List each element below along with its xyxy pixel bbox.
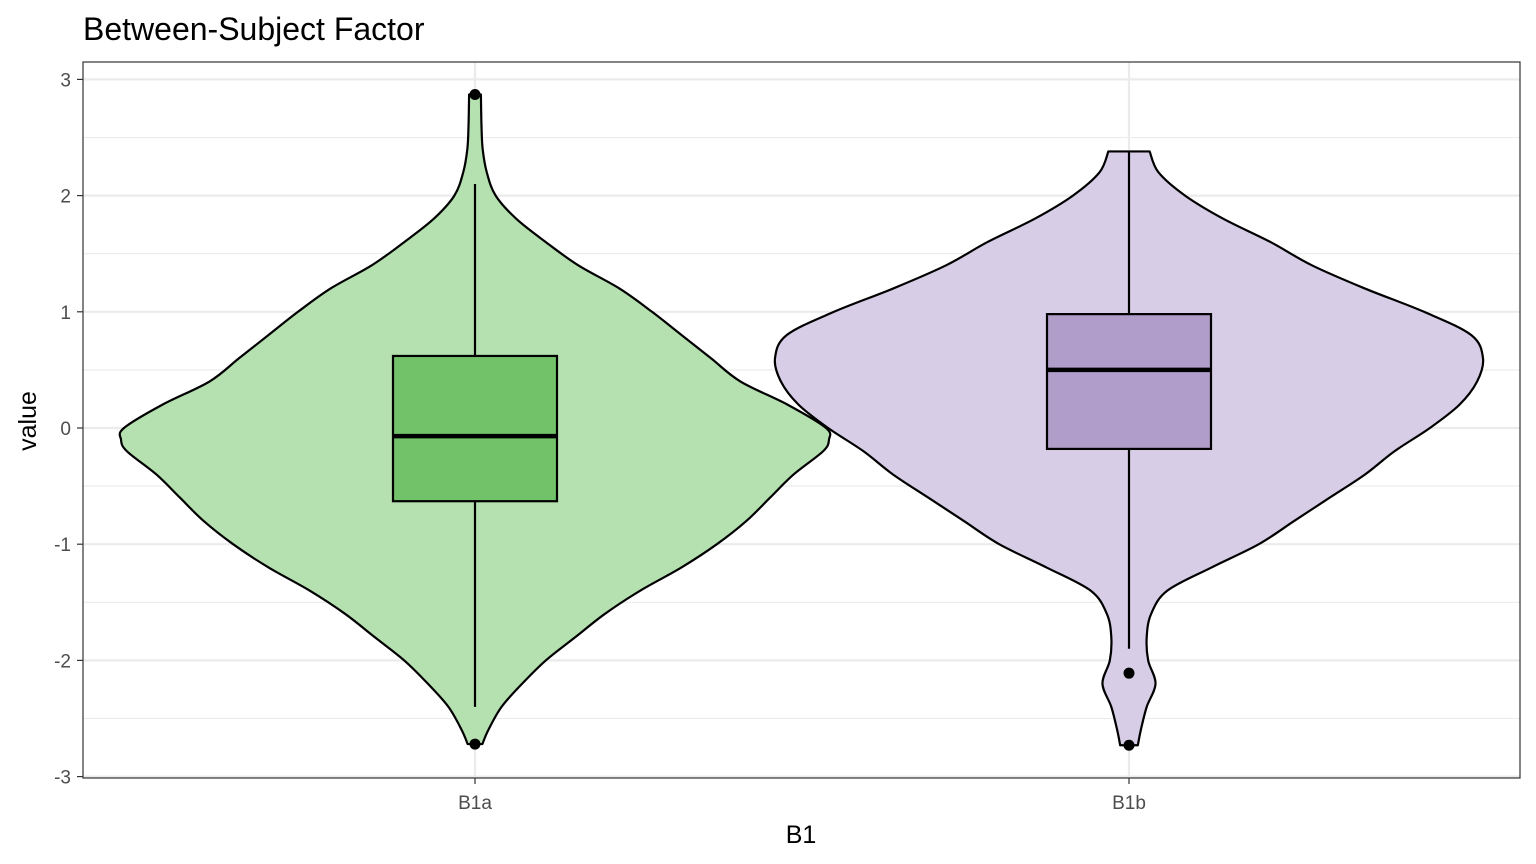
x-tick-label: B1b [1112, 793, 1146, 814]
y-tick-label: 2 [60, 187, 71, 208]
outlier-point [469, 738, 481, 750]
x-tick-label: B1a [458, 793, 492, 814]
outlier-point [469, 89, 481, 101]
plot-panel-border [82, 61, 1521, 779]
y-tick-label: 1 [60, 303, 71, 324]
y-axis-title: value [14, 391, 42, 451]
x-axis: B1a B1b [458, 778, 1146, 814]
violins [118, 89, 1485, 751]
chart-title: Between-Subject Factor [83, 11, 425, 47]
box-iqr [391, 354, 559, 503]
y-tick-label: -2 [54, 651, 71, 672]
outlier-point [1123, 667, 1135, 679]
box-iqr [1045, 313, 1213, 451]
violin-group-B1b [773, 150, 1485, 751]
y-tick-label: 0 [60, 419, 71, 440]
violin-group-B1a [118, 89, 832, 750]
y-tick-label: -3 [54, 768, 71, 789]
y-tick-label: 3 [60, 70, 71, 91]
outlier-point [1123, 739, 1135, 751]
x-axis-title: B1 [786, 821, 817, 849]
y-tick-label: -1 [54, 535, 71, 556]
y-axis: -3 -2 -1 0 1 2 3 [54, 70, 83, 789]
